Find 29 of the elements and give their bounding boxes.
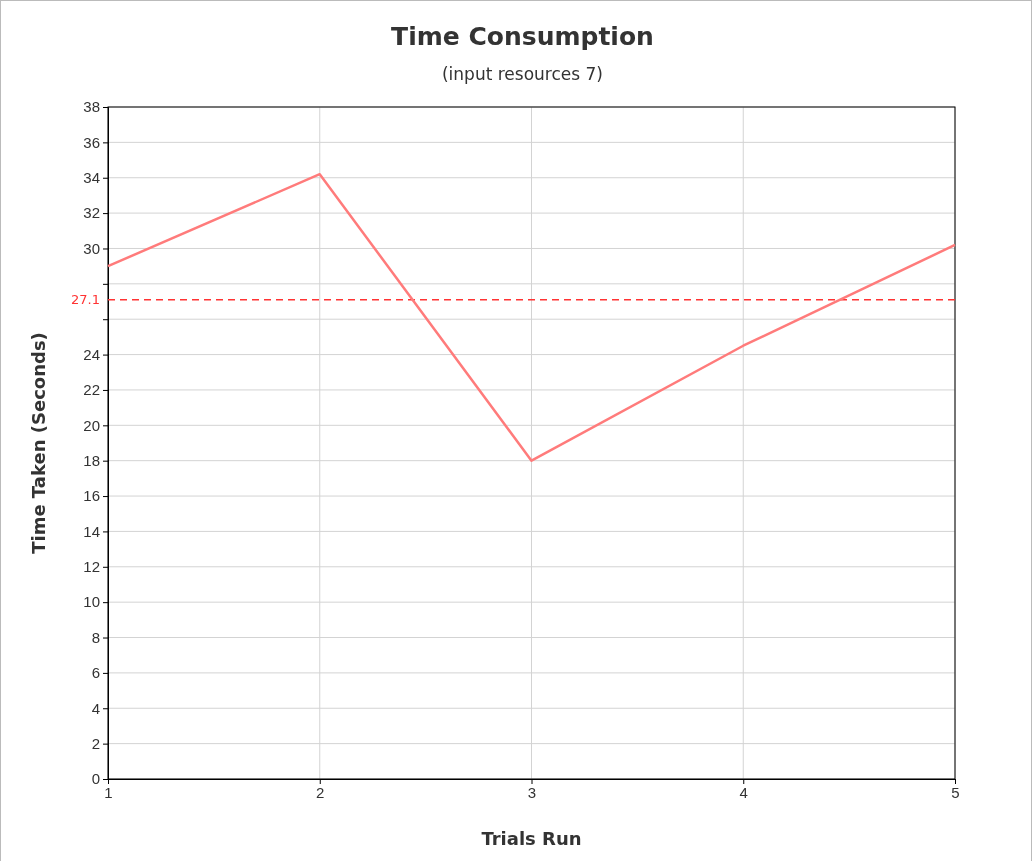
x-tick-label: 4	[739, 783, 748, 801]
x-tick-label: 3	[527, 783, 537, 801]
y-tick-label: 4	[91, 699, 100, 717]
y-tick-label: 8	[91, 628, 100, 646]
y-tick-label: 30	[83, 239, 100, 257]
y-tick-label: 32	[83, 204, 100, 222]
y-tick-label: 20	[83, 416, 100, 434]
x-axis-title: Trials Run	[481, 828, 582, 849]
line-series	[106, 172, 957, 462]
chart-title: Time Consumption	[391, 22, 654, 51]
y-tick-label: 14	[83, 522, 100, 540]
y-tick-label: 16	[83, 487, 100, 505]
y-tick-label: 6	[91, 664, 100, 682]
x-tick-label: 5	[951, 783, 960, 801]
y-tick-label: 10	[83, 593, 100, 611]
x-tick-label: 1	[104, 783, 113, 801]
y-tick-label: 36	[83, 133, 100, 151]
y-tick-label: 24	[83, 345, 100, 363]
y-tick-label: 38	[83, 98, 100, 116]
x-tick-label: 2	[316, 783, 325, 801]
y-axis-title: Time Taken (Seconds)	[28, 332, 49, 554]
y-tick-label: 34	[83, 169, 100, 187]
ref-line-label: 27.1	[71, 292, 100, 308]
y-tick-label: 2	[91, 734, 100, 752]
chart-subtitle: (input resources 7)	[441, 64, 604, 84]
y-tick-label: 0	[91, 770, 100, 788]
y-tick-label: 22	[83, 381, 100, 399]
y-tick-label: 12	[83, 558, 100, 576]
y-tick-label: 18	[83, 451, 100, 469]
